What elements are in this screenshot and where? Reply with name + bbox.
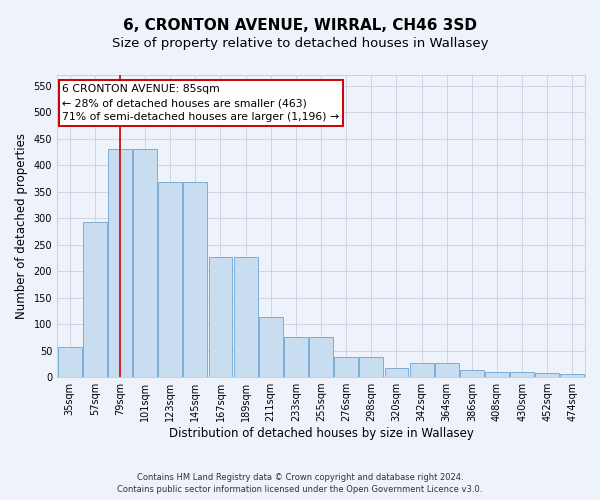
Bar (259, 317, 283, 377)
Bar (560, 374, 584, 377)
Bar (158, 182, 182, 377)
Bar (233, 258, 257, 377)
Bar (133, 149, 157, 377)
Text: 6, CRONTON AVENUE, WIRRAL, CH46 3SD: 6, CRONTON AVENUE, WIRRAL, CH46 3SD (123, 18, 477, 32)
Bar (108, 149, 132, 377)
Bar (535, 374, 559, 377)
Bar (184, 182, 207, 377)
Bar (83, 222, 107, 377)
Bar (284, 337, 308, 377)
Bar (309, 337, 333, 377)
Bar (510, 372, 534, 377)
Bar (334, 357, 358, 377)
X-axis label: Distribution of detached houses by size in Wallasey: Distribution of detached houses by size … (169, 427, 473, 440)
Text: Contains HM Land Registry data © Crown copyright and database right 2024.: Contains HM Land Registry data © Crown c… (137, 473, 463, 482)
Bar (209, 258, 232, 377)
Bar (435, 363, 458, 377)
Bar (58, 347, 82, 377)
Text: Contains public sector information licensed under the Open Government Licence v3: Contains public sector information licen… (118, 484, 482, 494)
Text: 6 CRONTON AVENUE: 85sqm
← 28% of detached houses are smaller (463)
71% of semi-d: 6 CRONTON AVENUE: 85sqm ← 28% of detache… (62, 84, 340, 122)
Bar (485, 372, 509, 377)
Y-axis label: Number of detached properties: Number of detached properties (15, 133, 28, 319)
Bar (385, 368, 409, 377)
Bar (359, 357, 383, 377)
Bar (410, 363, 434, 377)
Bar (460, 370, 484, 377)
Text: Size of property relative to detached houses in Wallasey: Size of property relative to detached ho… (112, 38, 488, 51)
